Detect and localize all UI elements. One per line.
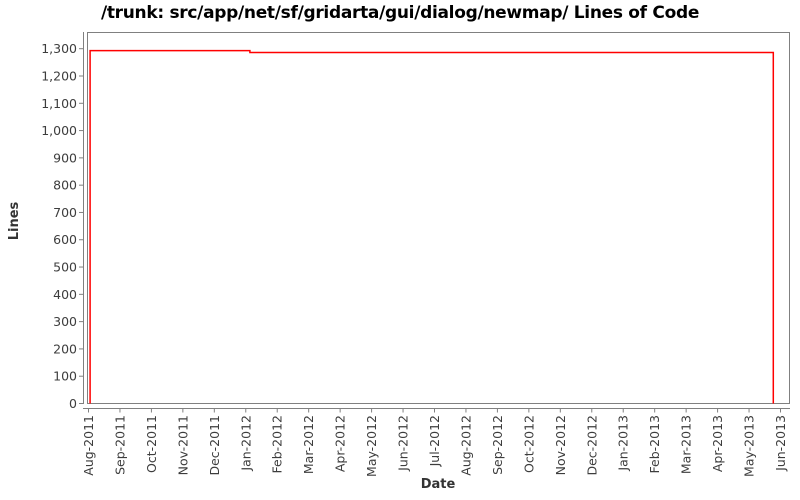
- x-tick-label: Oct-2012: [521, 415, 536, 473]
- x-tick-label: Apr-2013: [710, 415, 725, 472]
- x-tick-label: Jun-2013: [773, 415, 788, 472]
- y-tick-label: 100: [53, 369, 77, 384]
- x-tick-label: Mar-2013: [679, 415, 694, 474]
- x-tick-label: Oct-2011: [144, 415, 159, 473]
- x-tick-label: May-2013: [742, 415, 757, 477]
- y-tick-label: 1,200: [41, 68, 77, 83]
- x-tick-label: Jan-2013: [616, 415, 631, 472]
- y-tick-label: 600: [53, 232, 77, 247]
- x-tick-label: Nov-2012: [553, 415, 568, 475]
- x-tick-label: Sep-2011: [112, 415, 127, 475]
- x-tick-label: Aug-2012: [458, 415, 473, 476]
- y-tick-label: 200: [53, 341, 77, 356]
- y-tick-label: 1,000: [41, 123, 77, 138]
- x-tick-label: Dec-2011: [207, 415, 222, 476]
- y-tick-label: 1,300: [41, 41, 77, 56]
- y-tick-label: 700: [53, 205, 77, 220]
- x-tick-label: Feb-2012: [270, 415, 285, 473]
- y-tick-label: 300: [53, 314, 77, 329]
- chart-title: /trunk: src/app/net/sf/gridarta/gui/dial…: [100, 3, 700, 23]
- x-tick-label: Mar-2012: [301, 415, 316, 474]
- x-tick-label: Apr-2012: [333, 415, 348, 472]
- y-tick-label: 500: [53, 260, 77, 275]
- x-tick-label: Jan-2012: [238, 415, 253, 472]
- plot-border: [87, 32, 790, 404]
- y-tick-label: 800: [53, 178, 77, 193]
- y-tick-label: 400: [53, 287, 77, 302]
- y-tick-label: 0: [69, 396, 77, 411]
- x-tick-label: Sep-2012: [490, 415, 505, 475]
- y-tick-label: 1,100: [41, 96, 77, 111]
- x-tick-label: Jul-2012: [427, 415, 442, 467]
- x-tick-label: Nov-2011: [175, 415, 190, 475]
- x-tick-label: Feb-2013: [647, 415, 662, 473]
- y-tick-label: 900: [53, 150, 77, 165]
- x-axis-label: Date: [420, 477, 456, 492]
- x-tick-label: Jun-2012: [396, 415, 411, 472]
- x-tick-label: Aug-2011: [81, 415, 96, 476]
- series-lines-of-code: [89, 49, 775, 404]
- x-tick-label: Dec-2012: [584, 415, 599, 476]
- x-tick-label: May-2012: [364, 415, 379, 477]
